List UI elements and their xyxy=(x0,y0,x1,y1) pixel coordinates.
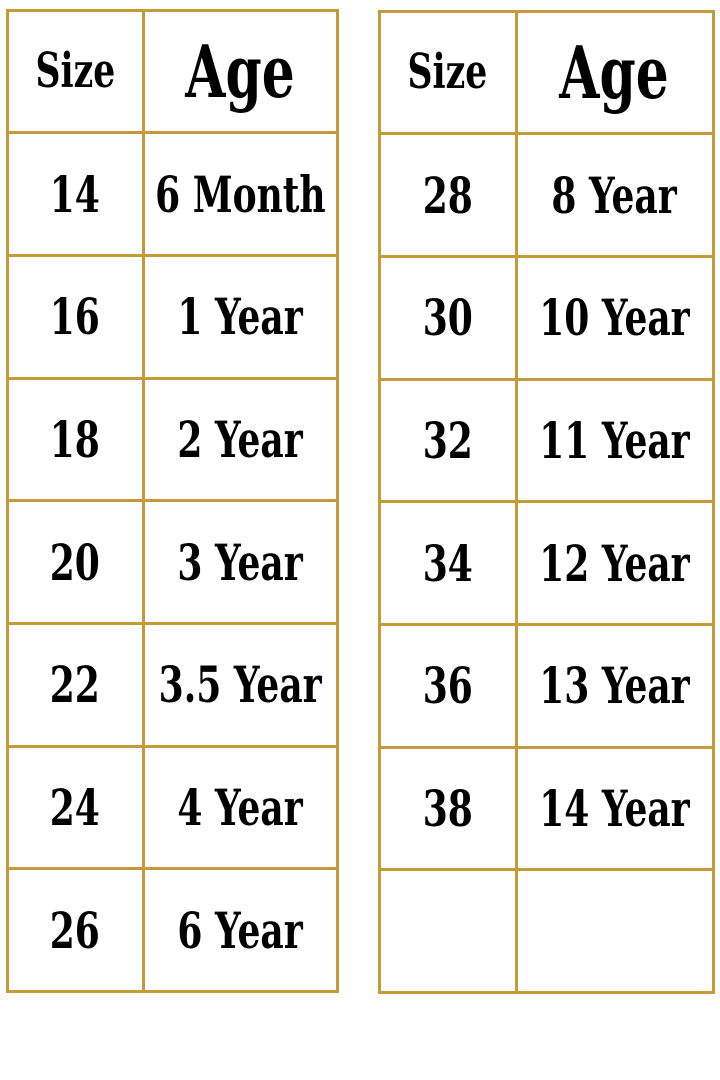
size-cell-text: 34 xyxy=(422,533,473,593)
size-cell-text: 24 xyxy=(49,777,101,837)
size-cell: 16 xyxy=(5,253,145,380)
age-cell: 10 Year xyxy=(514,254,715,381)
age-cell: 12 Year xyxy=(514,500,715,626)
age-cell-text: 4 Year xyxy=(177,777,303,837)
size-cell: 20 xyxy=(5,499,145,625)
size-cell: 34 xyxy=(377,500,518,626)
size-cell: 32 xyxy=(377,377,518,504)
age-cell-text: 8 Year xyxy=(551,165,678,225)
size-cell: 30 xyxy=(377,254,518,381)
age-cell: 4 Year xyxy=(141,744,339,871)
size-cell-text: 32 xyxy=(422,410,473,470)
header-size: Size xyxy=(377,9,518,136)
age-cell-text: 14 Year xyxy=(539,778,690,838)
size-cell-text: 20 xyxy=(49,532,101,592)
age-cell-text: 12 Year xyxy=(539,533,690,593)
age-cell-text: 13 Year xyxy=(539,656,690,716)
age-cell: 14 Year xyxy=(514,745,715,872)
size-cell-text: 14 xyxy=(49,164,101,224)
size-chart-left: Size Age 14 6 Month 16 1 Year 18 2 Year 20 3 Year… xyxy=(5,8,339,993)
age-cell-text: 6 Year xyxy=(177,900,303,960)
age-cell: 11 Year xyxy=(514,377,715,504)
header-age: Age xyxy=(514,9,715,136)
size-cell xyxy=(377,868,518,994)
size-cell: 28 xyxy=(377,132,518,258)
size-cell-text: 18 xyxy=(49,409,101,469)
size-cell-text: 22 xyxy=(49,655,101,715)
size-cell: 24 xyxy=(5,744,145,871)
age-cell-text: 1 Year xyxy=(177,287,303,347)
age-cell: 6 Month xyxy=(141,131,339,257)
age-cell-text: 3 Year xyxy=(177,532,303,592)
age-cell: 1 Year xyxy=(141,253,339,380)
header-size-text: Size xyxy=(407,44,488,101)
header-age: Age xyxy=(141,8,339,135)
age-cell-text: 11 Year xyxy=(539,410,690,470)
size-cell: 14 xyxy=(5,131,145,257)
age-cell: 3.5 Year xyxy=(141,621,339,748)
age-cell: 13 Year xyxy=(514,622,715,749)
age-cell: 3 Year xyxy=(141,499,339,625)
size-chart-right: Size Age 28 8 Year 30 10 Year 32 11 Year 34 12 Ye… xyxy=(377,9,715,994)
age-cell: 8 Year xyxy=(514,132,715,258)
header-size-text: Size xyxy=(35,43,115,100)
size-cell: 26 xyxy=(5,867,145,993)
size-cell: 22 xyxy=(5,621,145,748)
size-cell-text: 26 xyxy=(49,900,101,960)
size-cell-text: 16 xyxy=(49,287,101,347)
age-cell: 6 Year xyxy=(141,867,339,993)
age-cell-text: 3.5 Year xyxy=(158,655,322,715)
header-age-text: Age xyxy=(185,28,295,114)
header-size: Size xyxy=(5,8,145,135)
age-cell: 2 Year xyxy=(141,376,339,503)
size-cell: 38 xyxy=(377,745,518,872)
header-age-text: Age xyxy=(559,29,670,115)
size-cell-text: 36 xyxy=(422,656,473,716)
age-cell-text: 6 Month xyxy=(154,164,326,224)
size-cell: 36 xyxy=(377,622,518,749)
size-cell: 18 xyxy=(5,376,145,503)
size-cell-text: 38 xyxy=(422,778,473,838)
size-cell-text: 28 xyxy=(422,165,473,225)
age-cell xyxy=(514,868,715,994)
size-cell-text: 30 xyxy=(422,288,473,348)
age-cell-text: 2 Year xyxy=(177,409,303,469)
age-cell-text: 10 Year xyxy=(539,288,690,348)
